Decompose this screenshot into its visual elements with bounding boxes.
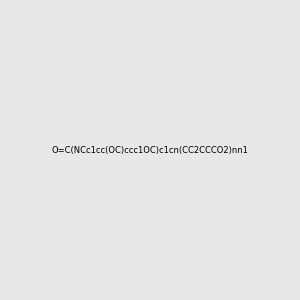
Text: O=C(NCc1cc(OC)ccc1OC)c1cn(CC2CCCO2)nn1: O=C(NCc1cc(OC)ccc1OC)c1cn(CC2CCCO2)nn1 bbox=[52, 146, 248, 154]
